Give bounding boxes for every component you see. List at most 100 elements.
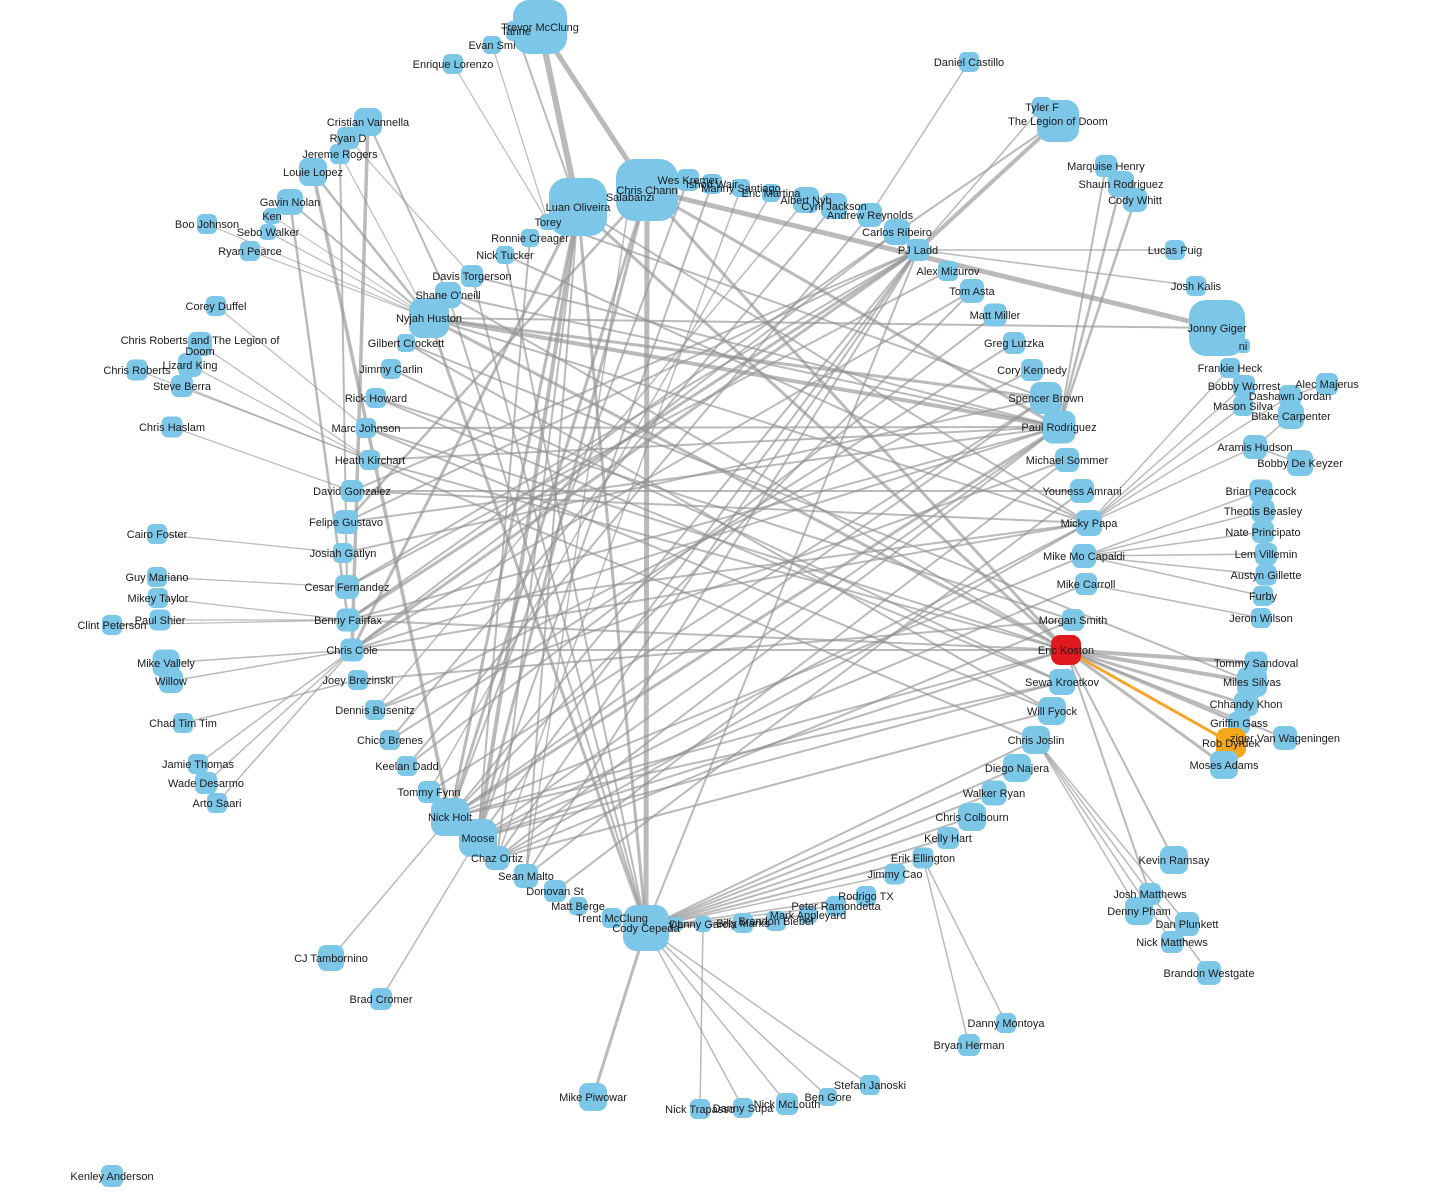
graph-node[interactable] (207, 793, 227, 813)
graph-node[interactable] (1070, 479, 1094, 503)
graph-node[interactable] (171, 375, 193, 397)
graph-node[interactable] (733, 1098, 753, 1118)
graph-node[interactable] (521, 229, 539, 247)
graph-node[interactable] (884, 219, 910, 245)
graph-node[interactable] (579, 1083, 607, 1111)
graph-node[interactable] (513, 0, 567, 54)
graph-node[interactable] (1165, 240, 1185, 260)
graph-node[interactable] (884, 863, 906, 885)
graph-node[interactable] (959, 52, 979, 72)
graph-node[interactable] (669, 917, 683, 931)
graph-node[interactable] (148, 588, 168, 608)
graph-node[interactable] (409, 298, 449, 338)
graph-node[interactable] (1255, 564, 1277, 586)
graph-node[interactable] (856, 886, 876, 906)
graph-node[interactable] (459, 819, 497, 857)
graph-node[interactable] (147, 524, 167, 544)
graph-node[interactable] (1255, 543, 1277, 565)
graph-node[interactable] (776, 1093, 798, 1115)
graph-node[interactable] (1233, 375, 1255, 397)
graph-node[interactable] (1125, 897, 1153, 925)
graph-node[interactable] (821, 193, 847, 219)
graph-node[interactable] (1003, 754, 1031, 782)
graph-node[interactable] (1075, 573, 1097, 595)
graph-node[interactable] (549, 178, 607, 236)
graph-node[interactable] (1003, 332, 1025, 354)
graph-node[interactable] (1233, 396, 1253, 416)
graph-node[interactable] (443, 54, 463, 74)
graph-node[interactable] (1316, 373, 1338, 395)
graph-node[interactable] (397, 334, 415, 352)
graph-node[interactable] (1243, 435, 1267, 459)
graph-node[interactable] (101, 1165, 123, 1187)
graph-node[interactable] (996, 1013, 1016, 1033)
graph-node[interactable] (147, 567, 167, 587)
graph-node[interactable] (1160, 846, 1188, 874)
graph-node[interactable] (616, 159, 678, 221)
graph-node[interactable] (1030, 382, 1062, 414)
graph-node[interactable] (819, 1088, 837, 1106)
graph-node[interactable] (733, 913, 753, 933)
graph-node[interactable] (677, 169, 699, 191)
graph-node[interactable] (366, 388, 386, 408)
graph-node[interactable] (348, 670, 368, 690)
graph-node[interactable] (1249, 479, 1273, 503)
graph-node[interactable] (858, 203, 882, 227)
graph-node[interactable] (178, 353, 202, 377)
graph-node[interactable] (1220, 358, 1240, 378)
graph-node[interactable] (702, 174, 722, 194)
graph-node[interactable] (938, 261, 958, 281)
graph-node[interactable] (341, 480, 363, 502)
graph-node[interactable] (569, 897, 587, 915)
graph-node[interactable] (461, 265, 483, 287)
graph-node[interactable] (1038, 697, 1066, 725)
graph-node[interactable] (188, 754, 208, 774)
graph-node[interactable] (766, 911, 786, 931)
graph-node[interactable] (907, 239, 929, 261)
graph-node[interactable] (1022, 726, 1050, 754)
graph-node[interactable] (1197, 961, 1221, 985)
graph-node[interactable] (380, 730, 400, 750)
graph-node[interactable] (1237, 667, 1267, 697)
graph-node[interactable] (264, 208, 280, 224)
graph-node[interactable] (365, 700, 385, 720)
graph-node[interactable] (1076, 510, 1102, 536)
graph-node[interactable] (1251, 499, 1275, 523)
graph-node[interactable] (1021, 359, 1043, 381)
graph-node[interactable] (690, 1099, 710, 1119)
graph-node[interactable] (958, 803, 986, 831)
graph-node[interactable] (732, 179, 750, 197)
graph-node[interactable] (544, 880, 566, 902)
graph-node[interactable] (860, 1075, 880, 1095)
graph-node[interactable] (1123, 188, 1147, 212)
graph-node[interactable] (960, 279, 984, 303)
graph-node[interactable] (335, 575, 359, 599)
graph-node[interactable] (1279, 385, 1301, 407)
graph-node[interactable] (793, 187, 819, 213)
graph-node[interactable] (602, 908, 622, 928)
graph-node[interactable] (1095, 155, 1117, 177)
graph-node[interactable] (161, 416, 183, 438)
graph-node[interactable] (356, 418, 376, 438)
highlighted-graph-node[interactable] (1051, 635, 1081, 665)
graph-node[interactable] (799, 906, 817, 924)
graph-node[interactable] (912, 847, 934, 869)
graph-node[interactable] (1210, 751, 1238, 779)
graph-node[interactable] (334, 510, 358, 534)
graph-node[interactable] (826, 896, 846, 916)
graph-node[interactable] (1252, 521, 1274, 543)
graph-node[interactable] (1234, 692, 1258, 716)
graph-node[interactable] (483, 36, 501, 54)
graph-node[interactable] (188, 332, 212, 356)
graph-node[interactable] (360, 450, 380, 470)
graph-node[interactable] (1253, 586, 1273, 606)
graph-node[interactable] (695, 916, 711, 932)
graph-node[interactable] (370, 988, 392, 1010)
graph-node[interactable] (1236, 339, 1250, 353)
graph-node[interactable] (1037, 100, 1079, 142)
graph-node[interactable] (336, 608, 360, 632)
graph-node[interactable] (983, 303, 1007, 327)
secondary-highlighted-graph-node[interactable] (1216, 728, 1246, 758)
graph-node[interactable] (102, 615, 122, 635)
graph-node[interactable] (318, 945, 344, 971)
